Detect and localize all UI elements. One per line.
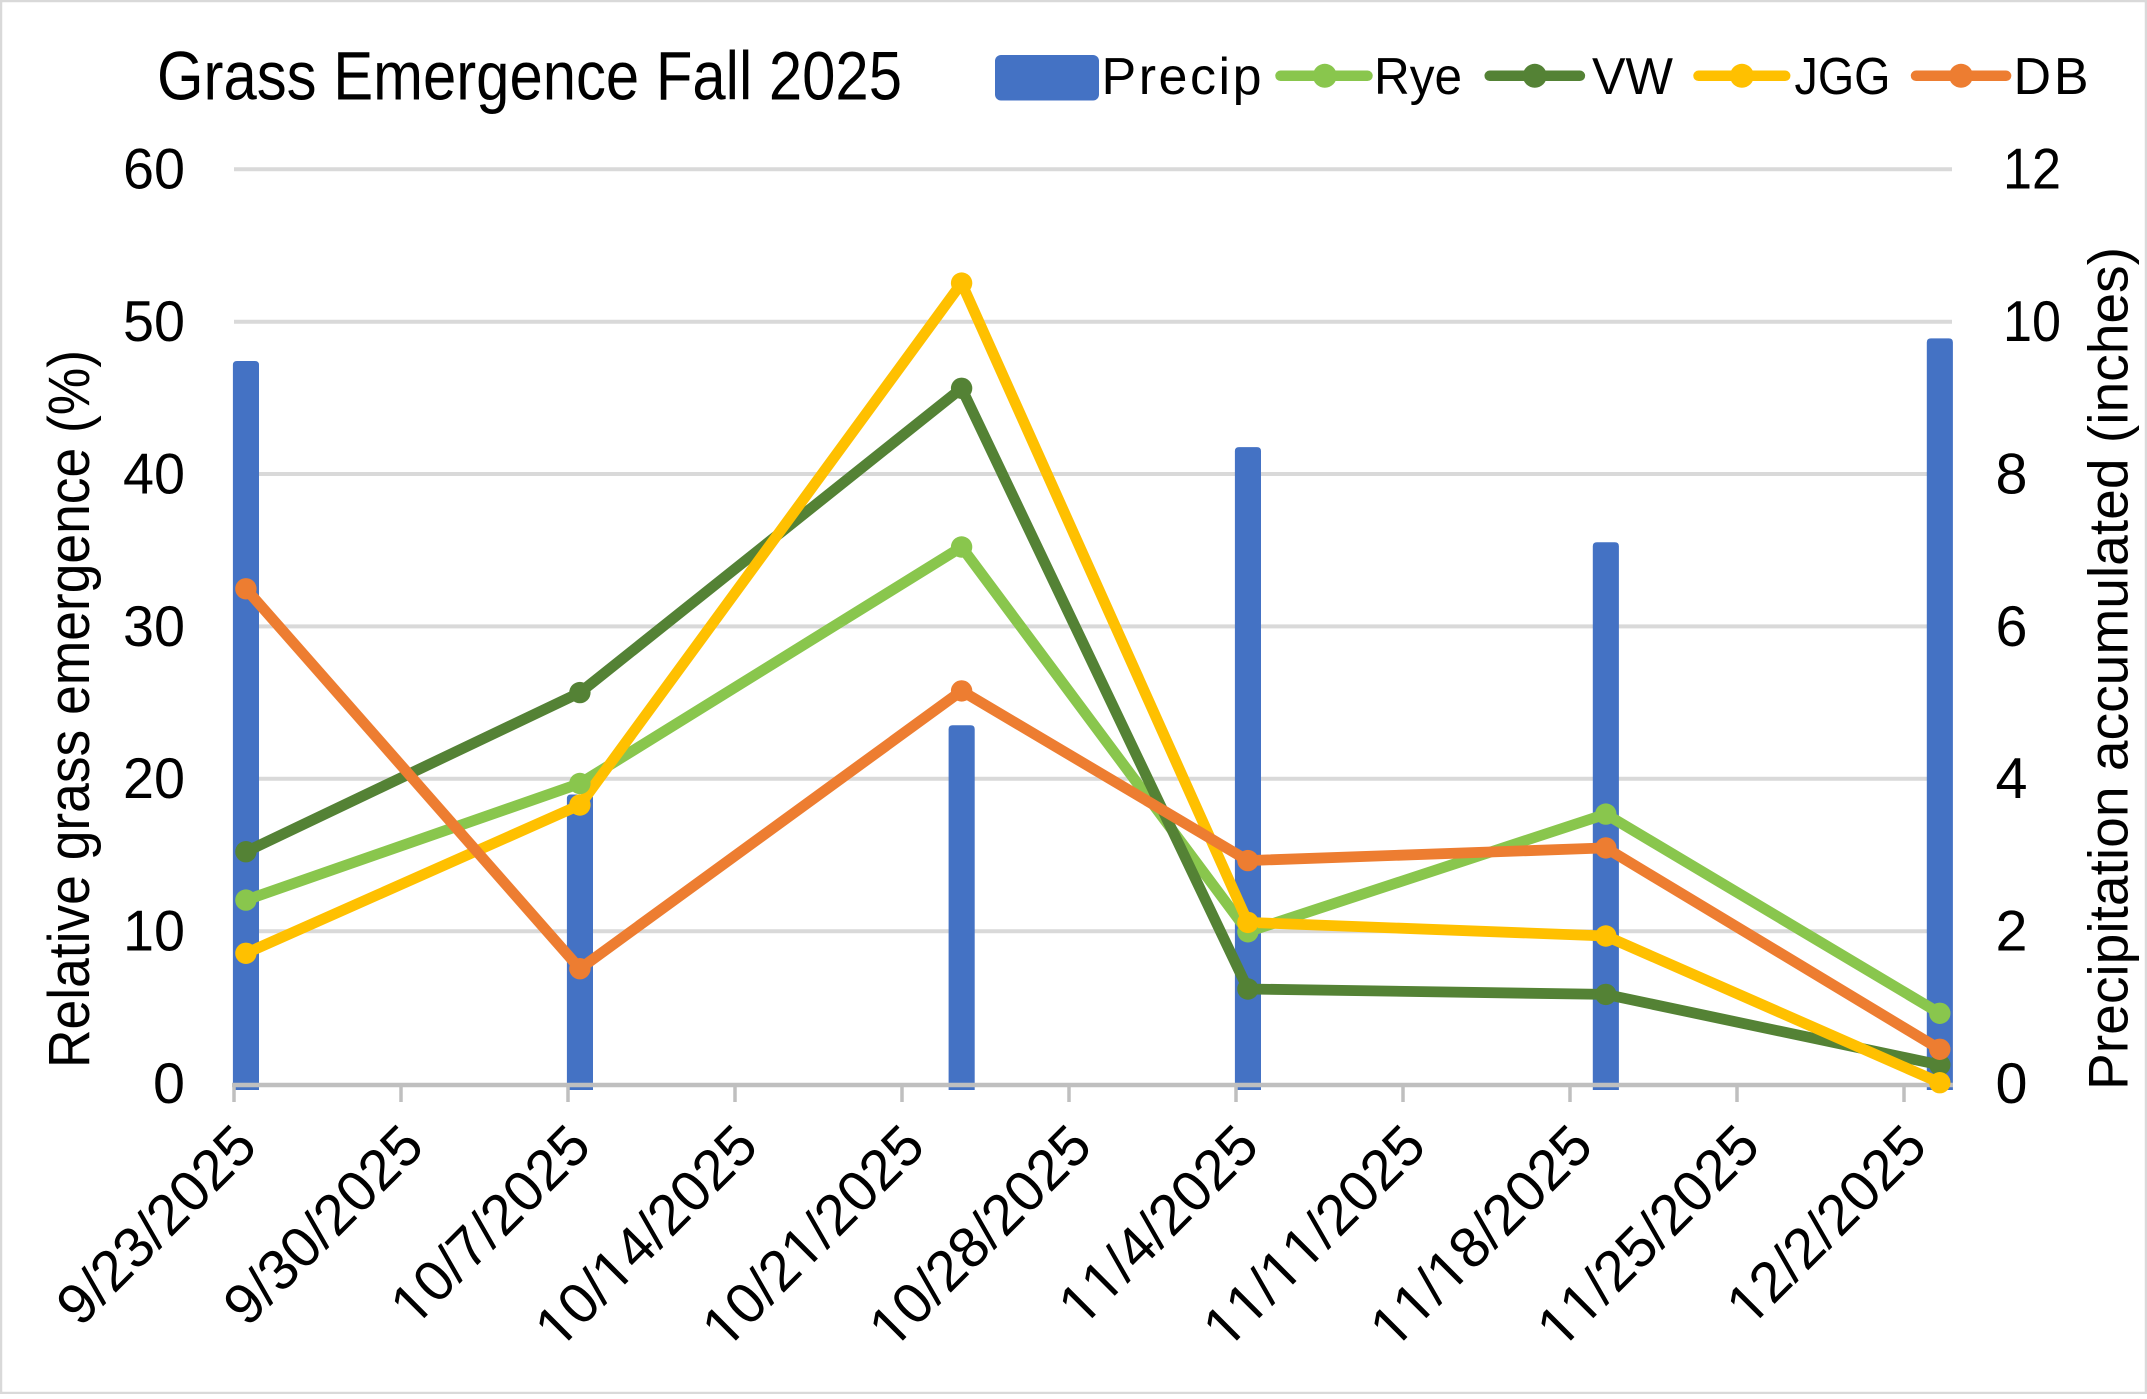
svg-text:0: 0	[153, 1052, 185, 1116]
svg-text:60: 60	[123, 138, 185, 202]
svg-text:20: 20	[123, 747, 185, 811]
svg-text:Precip: Precip	[1102, 48, 1262, 106]
svg-text:Grass Emergence Fall 2025: Grass Emergence Fall 2025	[157, 38, 902, 115]
svg-text:10: 10	[2003, 290, 2061, 354]
svg-text:12: 12	[2003, 138, 2061, 202]
svg-text:8: 8	[1996, 442, 2028, 506]
svg-text:50: 50	[123, 290, 185, 354]
svg-text:4: 4	[1996, 747, 2028, 811]
svg-text:Precipitation accumulated (inc: Precipitation accumulated (inches)	[2077, 247, 2140, 1090]
svg-text:40: 40	[123, 442, 185, 506]
svg-text:30: 30	[123, 595, 185, 659]
svg-text:10: 10	[123, 900, 185, 964]
svg-text:6: 6	[1996, 595, 2028, 659]
svg-text:JGG: JGG	[1795, 48, 1891, 106]
svg-text:0: 0	[1996, 1052, 2028, 1116]
svg-text:2: 2	[1996, 900, 2028, 964]
svg-text:DB: DB	[2014, 48, 2089, 106]
svg-text:Rye: Rye	[1374, 48, 1462, 106]
svg-text:VW: VW	[1592, 48, 1673, 106]
svg-text:Relative grass emergence (%): Relative grass emergence (%)	[37, 350, 102, 1068]
